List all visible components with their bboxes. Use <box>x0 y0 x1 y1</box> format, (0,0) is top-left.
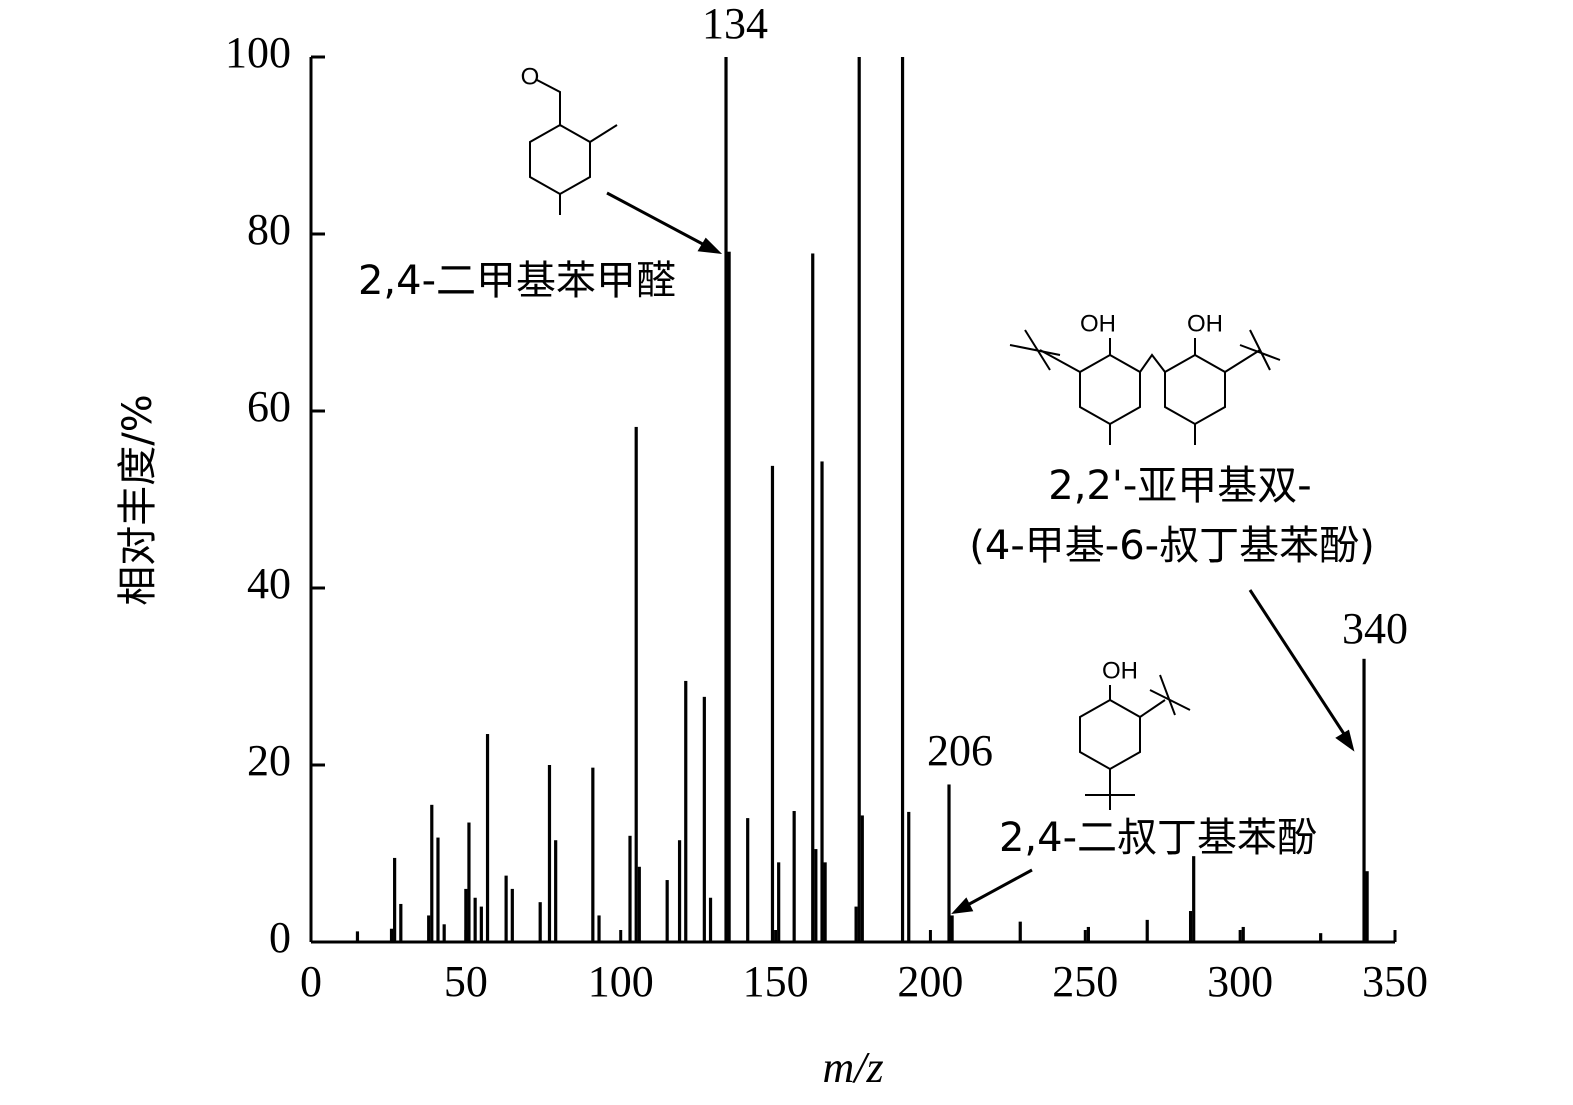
y-tick-label: 60 <box>247 382 291 431</box>
annotation: 2,4-二叔丁基苯酚 <box>999 815 1317 861</box>
peak <box>538 902 542 942</box>
peak <box>628 835 632 942</box>
x-axis-label: m/z <box>822 1043 883 1092</box>
annotation: OH <box>1187 310 1223 337</box>
peak <box>389 928 394 942</box>
peak <box>510 888 514 942</box>
peak <box>393 857 397 942</box>
peak <box>464 888 468 942</box>
annotation: (4-甲基-6-叔丁基苯酚) <box>969 523 1374 569</box>
peak <box>597 915 601 942</box>
peak <box>724 57 728 942</box>
peak <box>950 915 954 942</box>
annotation: 340 <box>1342 604 1408 653</box>
peak <box>1145 919 1149 942</box>
x-tick-label: 0 <box>300 957 322 1006</box>
peak <box>684 680 688 942</box>
peak <box>591 767 595 942</box>
y-tick-label: 80 <box>247 205 291 254</box>
peak <box>792 811 796 942</box>
peak <box>547 765 552 942</box>
annotation: 2,2'-亚甲基双- <box>1048 463 1311 509</box>
peak <box>708 897 713 942</box>
peak <box>1365 871 1369 942</box>
peak <box>677 840 682 942</box>
y-axis-label: 相对丰度/% <box>115 394 161 605</box>
x-tick-label: 350 <box>1362 957 1428 1006</box>
peak <box>436 837 440 942</box>
peak <box>634 426 638 942</box>
peak <box>442 924 446 942</box>
x-tick-label: 150 <box>743 957 809 1006</box>
peak <box>479 906 483 942</box>
peak <box>504 875 508 942</box>
annotation: OH <box>1102 657 1138 684</box>
peak <box>820 461 824 942</box>
peak <box>727 251 731 942</box>
arrows <box>606 191 1355 914</box>
peak <box>1362 658 1366 942</box>
peak <box>746 818 750 942</box>
peak <box>770 465 775 942</box>
peak <box>811 253 815 943</box>
peak <box>860 815 864 942</box>
peak <box>427 915 431 942</box>
x-tick-label: 100 <box>588 957 654 1006</box>
annotation: 206 <box>927 726 993 775</box>
x-tick-label: 300 <box>1207 957 1273 1006</box>
y-tick-label: 40 <box>247 559 291 608</box>
peak <box>467 822 471 942</box>
peak <box>355 931 360 942</box>
x-tick-label: 50 <box>444 957 488 1006</box>
peak <box>702 696 706 942</box>
y-tick-label: 0 <box>269 913 291 962</box>
peak <box>665 880 669 942</box>
peak <box>857 57 861 942</box>
peak <box>1018 921 1022 942</box>
annotation: 134 <box>702 0 768 48</box>
peak <box>1188 911 1193 942</box>
peak <box>900 57 905 942</box>
peak <box>814 849 818 942</box>
x-tick-label: 250 <box>1052 957 1118 1006</box>
y-tick-label: 20 <box>247 736 291 785</box>
peak <box>1086 926 1090 942</box>
peak <box>430 804 434 942</box>
annotation: 2,4-二甲基苯甲醛 <box>358 258 676 304</box>
peak <box>485 734 490 942</box>
peak <box>399 903 403 942</box>
x-tick-label: 200 <box>897 957 963 1006</box>
structures <box>529 79 1281 810</box>
peak <box>823 862 827 942</box>
peak <box>1192 856 1196 942</box>
y-tick-label: 100 <box>225 28 291 77</box>
peak <box>854 906 858 942</box>
peak <box>554 840 558 942</box>
peak <box>1241 926 1245 942</box>
peak <box>777 862 781 942</box>
peak <box>637 866 641 942</box>
peak <box>473 897 477 942</box>
peak <box>947 784 951 942</box>
peak <box>1319 933 1323 942</box>
peak <box>907 811 911 942</box>
annotation: OH <box>1080 310 1116 337</box>
annotation: O <box>521 63 540 90</box>
